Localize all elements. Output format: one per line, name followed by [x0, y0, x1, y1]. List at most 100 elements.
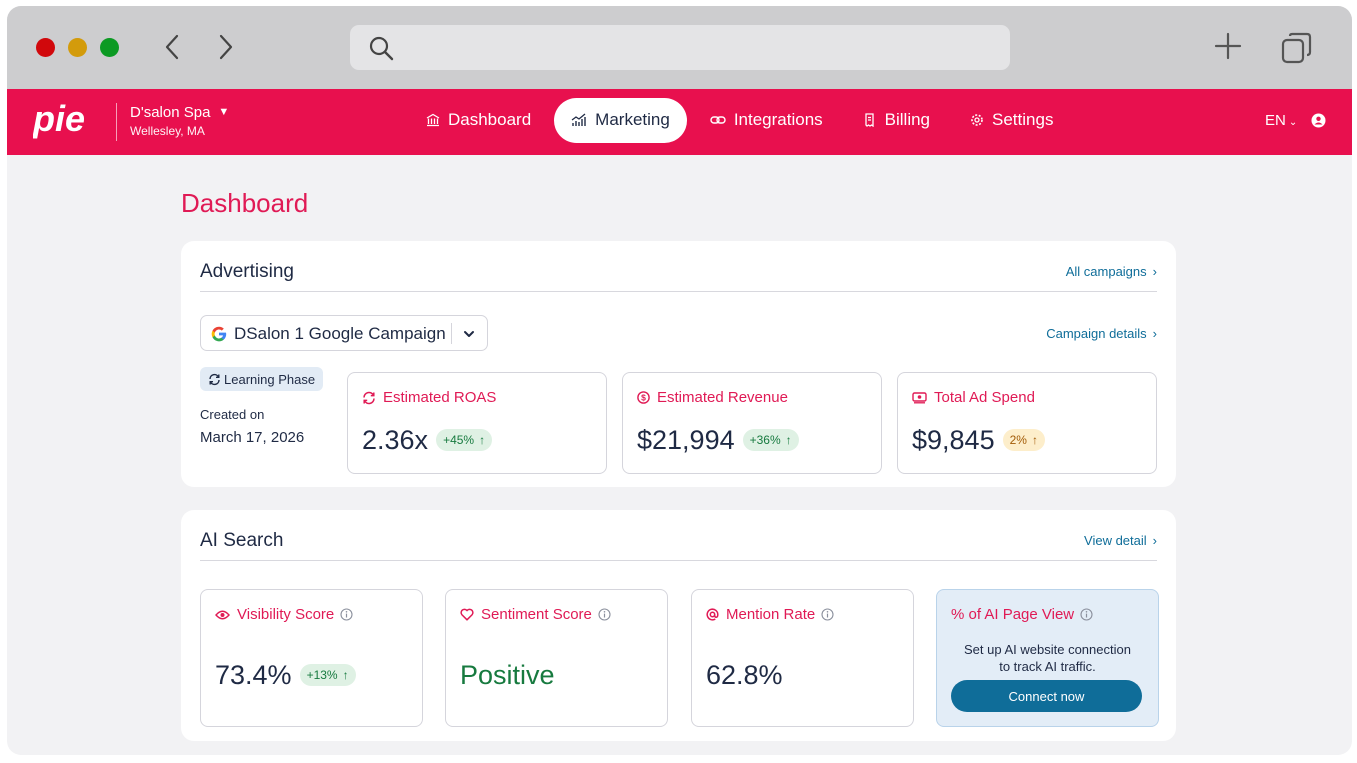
heart-icon: [460, 608, 474, 621]
maximize-window-button[interactable]: [100, 38, 119, 57]
bank-icon: [426, 113, 440, 127]
connect-now-button[interactable]: Connect now: [951, 680, 1142, 712]
info-icon[interactable]: [598, 608, 611, 621]
minimize-window-button[interactable]: [68, 38, 87, 57]
all-campaigns-label: All campaigns: [1065, 264, 1147, 279]
metric-label: Total Ad Spend: [934, 389, 1035, 406]
advertising-title: Advertising: [200, 261, 294, 282]
roas-value: 2.36x: [362, 425, 429, 455]
business-location: Wellesley, MA: [130, 124, 205, 138]
sentiment-score-card: Sentiment Score Positive: [445, 589, 668, 727]
eye-icon: [215, 609, 230, 621]
total-ad-spend-card: Total Ad Spend $9,845 2% ↑: [897, 372, 1157, 474]
setup-message: Set up AI website connection to track AI…: [937, 641, 1158, 675]
view-detail-link[interactable]: View detail ›: [1084, 533, 1157, 548]
select-separator: [451, 323, 452, 344]
metric-title: Total Ad Spend: [912, 389, 1035, 406]
metric-title: Estimated ROAS: [362, 389, 496, 406]
user-icon: [1311, 113, 1326, 128]
pie-logo[interactable]: pie: [32, 98, 99, 146]
at-sign-icon: [706, 608, 719, 621]
chevron-right-icon: ›: [1152, 264, 1157, 279]
chevron-right-icon: ›: [1152, 533, 1157, 548]
change-value: +13%: [306, 668, 338, 682]
mention-rate-value: 62.8%: [706, 660, 783, 690]
tab-overview-button[interactable]: [1281, 31, 1313, 70]
address-input[interactable]: [406, 33, 996, 62]
svg-text:pie: pie: [33, 101, 85, 139]
back-button[interactable]: [161, 32, 185, 62]
sentiment-value: Positive: [460, 660, 555, 690]
campaign-select[interactable]: DSalon 1 Google Campaign: [200, 315, 488, 351]
receipt-icon: [863, 113, 877, 127]
estimated-roas-card: Estimated ROAS 2.36x +45% ↑: [347, 372, 607, 474]
money-icon: [912, 391, 927, 404]
nav-dashboard[interactable]: Dashboard: [409, 98, 548, 143]
business-switcher[interactable]: D'salon Spa ▼ Wellesley, MA: [130, 104, 229, 138]
created-label: Created on: [200, 407, 265, 422]
nav-label: Dashboard: [448, 110, 532, 129]
campaign-select-value: DSalon 1 Google Campaign: [234, 324, 446, 343]
view-detail-label: View detail: [1084, 533, 1147, 548]
browser-toolbar: [7, 6, 1352, 89]
ai-search-card: AI Search View detail › Visibility Score …: [181, 510, 1176, 741]
user-menu[interactable]: [1311, 113, 1326, 133]
metric-label: Estimated ROAS: [383, 389, 497, 406]
business-name: D'salon Spa: [130, 104, 211, 121]
google-icon: [211, 326, 227, 342]
header-divider: [116, 103, 117, 141]
caret-down-icon: ▼: [218, 106, 230, 118]
nav-settings[interactable]: Settings: [953, 98, 1070, 143]
nav-integrations[interactable]: Integrations: [693, 98, 840, 143]
nav-label: Marketing: [595, 110, 670, 129]
nav-billing[interactable]: Billing: [846, 98, 947, 143]
nav-marketing[interactable]: Marketing: [554, 97, 687, 143]
metric-value: 2.36x +45% ↑: [362, 425, 493, 456]
info-icon[interactable]: [340, 608, 353, 621]
metric-label: Sentiment Score: [481, 606, 592, 623]
forward-button[interactable]: [213, 32, 237, 62]
language-label: EN: [1265, 112, 1286, 129]
chevron-right-icon: [219, 34, 233, 60]
metric-title: Sentiment Score: [460, 606, 611, 623]
arrow-up-icon: ↑: [479, 433, 486, 447]
visibility-score-card: Visibility Score 73.4% +13% ↑: [200, 589, 423, 727]
metric-value: 73.4% +13% ↑: [215, 660, 356, 691]
nav-label: Billing: [884, 110, 931, 129]
refresh-icon: [362, 391, 376, 405]
ad-spend-value: $9,845: [912, 425, 995, 455]
arrow-up-icon: ↑: [785, 433, 792, 447]
refresh-icon: [208, 373, 221, 386]
change-badge: +45% ↑: [436, 429, 493, 451]
visibility-value: 73.4%: [215, 660, 292, 690]
info-icon[interactable]: [821, 608, 834, 621]
tabs-icon: [1281, 32, 1312, 64]
estimated-revenue-card: $ Estimated Revenue $21,994 +36% ↑: [622, 372, 882, 474]
metric-value: $9,845 2% ↑: [912, 425, 1045, 456]
chevron-down-icon: ⌄: [1288, 117, 1298, 128]
revenue-value: $21,994: [637, 425, 735, 455]
info-icon[interactable]: [1080, 608, 1093, 621]
arrow-up-icon: ↑: [1031, 433, 1038, 447]
main-nav: Dashboard Marketing Integrations Billing: [409, 97, 1076, 143]
metric-title: % of AI Page View: [951, 606, 1093, 623]
learning-phase-label: Learning Phase: [224, 371, 316, 387]
campaign-details-label: Campaign details: [1046, 326, 1147, 341]
page-title: Dashboard: [181, 188, 309, 218]
mention-rate-card: Mention Rate 62.8%: [691, 589, 914, 727]
plus-icon: [1214, 32, 1242, 60]
ai-search-header: AI Search View detail ›: [200, 510, 1157, 561]
metric-label: Mention Rate: [726, 606, 816, 623]
gear-icon: [970, 113, 984, 127]
new-tab-button[interactable]: [1213, 31, 1243, 66]
nav-label: Settings: [992, 110, 1054, 129]
language-selector[interactable]: EN ⌄: [1265, 112, 1297, 129]
all-campaigns-link[interactable]: All campaigns ›: [1066, 264, 1157, 279]
campaign-details-link[interactable]: Campaign details ›: [1046, 326, 1157, 341]
address-bar[interactable]: [350, 25, 1010, 70]
svg-text:$: $: [641, 393, 646, 403]
close-window-button[interactable]: [36, 38, 55, 57]
chevron-left-icon: [165, 34, 179, 60]
advertising-header: Advertising All campaigns ›: [200, 241, 1157, 292]
change-badge: +13% ↑: [299, 664, 356, 686]
